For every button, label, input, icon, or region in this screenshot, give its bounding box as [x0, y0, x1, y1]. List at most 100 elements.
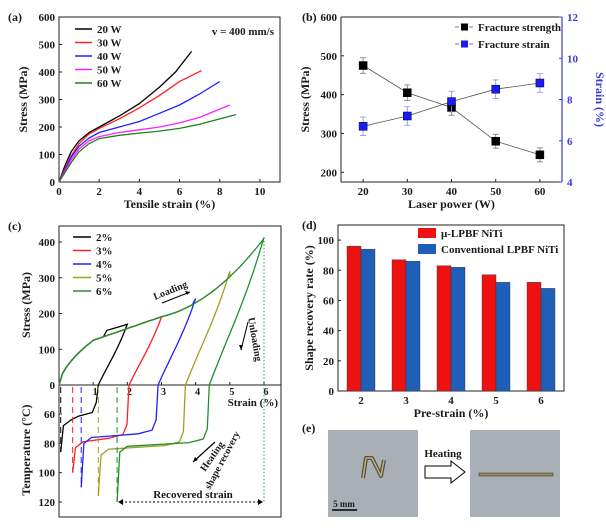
heating-arrow-icon	[424, 459, 466, 485]
recovery-curve-c-2%	[60, 384, 99, 453]
heating-arrow-head	[193, 457, 198, 462]
legend-label-c: 3%	[96, 246, 113, 258]
stress-curve-c-6%	[58, 237, 265, 386]
legend-label-a: 20 W	[97, 24, 122, 36]
panel-label-c: (c)	[8, 219, 21, 233]
y-tick-label-b: 500	[321, 51, 338, 63]
x-tick-label-b: 50	[490, 186, 502, 198]
y-lower-tick-label-c: 80	[44, 438, 56, 450]
legend-label-a: 30 W	[97, 38, 122, 50]
legend-swatch-d	[418, 244, 436, 254]
plot-frame-c	[58, 225, 282, 518]
marker-b	[535, 78, 545, 88]
x-tick-label-a: 6	[177, 186, 183, 198]
x-tick-label-a: 0	[56, 186, 62, 198]
y-tick-label-d: 0	[329, 386, 335, 398]
legend-label-c: 6%	[96, 286, 113, 298]
unloading-arrow-head	[239, 345, 243, 350]
bar-d-conventional-6	[540, 288, 556, 392]
x-tick-label-d: 5	[493, 395, 499, 407]
marker-b	[358, 61, 368, 70]
y-tick-label-a: 200	[39, 122, 56, 134]
x-tick-label-a: 10	[254, 186, 266, 198]
x-tick-label-b: 20	[358, 186, 370, 198]
x-tick-label-a: 8	[217, 186, 223, 198]
y2-tick-label-b: 6	[567, 136, 573, 148]
legend-label-a: 60 W	[97, 78, 122, 90]
recovered-strain-arrow-head-left	[118, 499, 124, 505]
x-tick-label-d: 4	[448, 395, 454, 407]
y-axis-label-b: Stress (MPa)	[298, 66, 312, 132]
series-line-a-50W	[58, 104, 231, 183]
y-tick-label-a: 400	[39, 67, 56, 79]
y-lower-axis-label-c: Temperature (°C)	[19, 404, 33, 495]
recovery-curve-c-5%	[97, 384, 187, 497]
panel-label-b: (b)	[302, 10, 317, 24]
panel-label-d: (d)	[302, 218, 317, 232]
x-tick-label-b: 30	[402, 186, 414, 198]
coiled-sample-highlight	[362, 457, 385, 479]
legend-label-a: 40 W	[97, 51, 122, 63]
marker-b	[535, 150, 545, 160]
x-tick-label-a: 2	[96, 186, 102, 198]
recovery-curve-c-3%	[72, 384, 130, 473]
marker-b	[491, 84, 500, 94]
photo-deformed-sample	[328, 430, 418, 517]
recovery-curve-c-4%	[80, 384, 159, 488]
x-tick-label-d: 3	[403, 395, 409, 407]
bar-d-conventional-3	[405, 261, 421, 392]
legend-swatch-marker-b	[461, 40, 468, 48]
y-tick-label-c: 0	[50, 380, 56, 392]
y-tick-label-c: 200	[39, 309, 56, 321]
series-line-a-40W	[58, 81, 221, 183]
x-tick-label-d: 6	[538, 395, 544, 407]
x-tick-label-a: 4	[137, 186, 143, 198]
x-axis-label-c: Strain (%)	[228, 397, 279, 409]
y-tick-label-d: 20	[323, 356, 335, 368]
panel-label-e: (e)	[302, 421, 315, 435]
y-tick-label-b: 600	[321, 12, 338, 24]
x-tick-label-c: 4	[195, 387, 200, 398]
scale-bar-label: 5 mm	[333, 499, 355, 509]
series-line-a-60W	[58, 113, 236, 183]
legend-label-d: μ-LPBF NiTi	[441, 228, 503, 240]
bar-d-conventional-2	[360, 248, 376, 392]
y-tick-label-d: 40	[323, 326, 335, 338]
x-tick-label-c: 1	[93, 387, 98, 398]
y-tick-label-b: 200	[321, 167, 338, 179]
marker-b	[403, 111, 412, 121]
y2-axis-label-b: Strain (%)	[593, 72, 606, 127]
loading-arrow-head	[185, 291, 190, 295]
straight-sample	[478, 472, 554, 477]
annotation-recovered-strain: Recovered strain	[153, 489, 233, 501]
y-axis-label-d: Shape recovery rate (%)	[302, 245, 316, 370]
heating-arrow	[192, 441, 216, 463]
y2-tick-label-b: 8	[567, 95, 573, 107]
loading-arrow	[161, 291, 191, 304]
y-tick-label-a: 0	[50, 177, 56, 189]
x-axis-label-b: Laser power (W)	[408, 197, 495, 211]
y-lower-tick-label-c: 60	[44, 409, 56, 421]
x-axis-label-d: Pre-strain (%)	[414, 406, 489, 420]
y-tick-label-b: 400	[321, 90, 338, 102]
series-line-a-20W	[58, 50, 193, 183]
y-tick-label-a: 300	[39, 95, 56, 107]
y-lower-tick-label-c: 120	[39, 497, 56, 509]
y-tick-label-c: 100	[39, 344, 56, 356]
marker-b	[491, 136, 500, 146]
marker-b	[447, 97, 456, 106]
y-tick-label-a: 500	[39, 40, 56, 52]
y-axis-label-c: Stress (MPa)	[19, 272, 33, 338]
y-lower-tick-label-c: 100	[39, 468, 56, 480]
y-tick-label-a: 600	[39, 12, 56, 24]
legend-label-c: 2%	[96, 232, 113, 244]
y-axis-label-a: Stress (MPa)	[16, 66, 30, 132]
bar-d-conventional-4	[450, 267, 466, 392]
panel-label-a: (a)	[8, 10, 22, 24]
x-tick-label-d: 2	[358, 395, 364, 407]
x-tick-label-c: 5	[229, 387, 234, 398]
x-axis-label-a: Tensile strain (%)	[124, 197, 216, 211]
legend-label-d: Conventional LPBF NiTi	[441, 244, 558, 256]
